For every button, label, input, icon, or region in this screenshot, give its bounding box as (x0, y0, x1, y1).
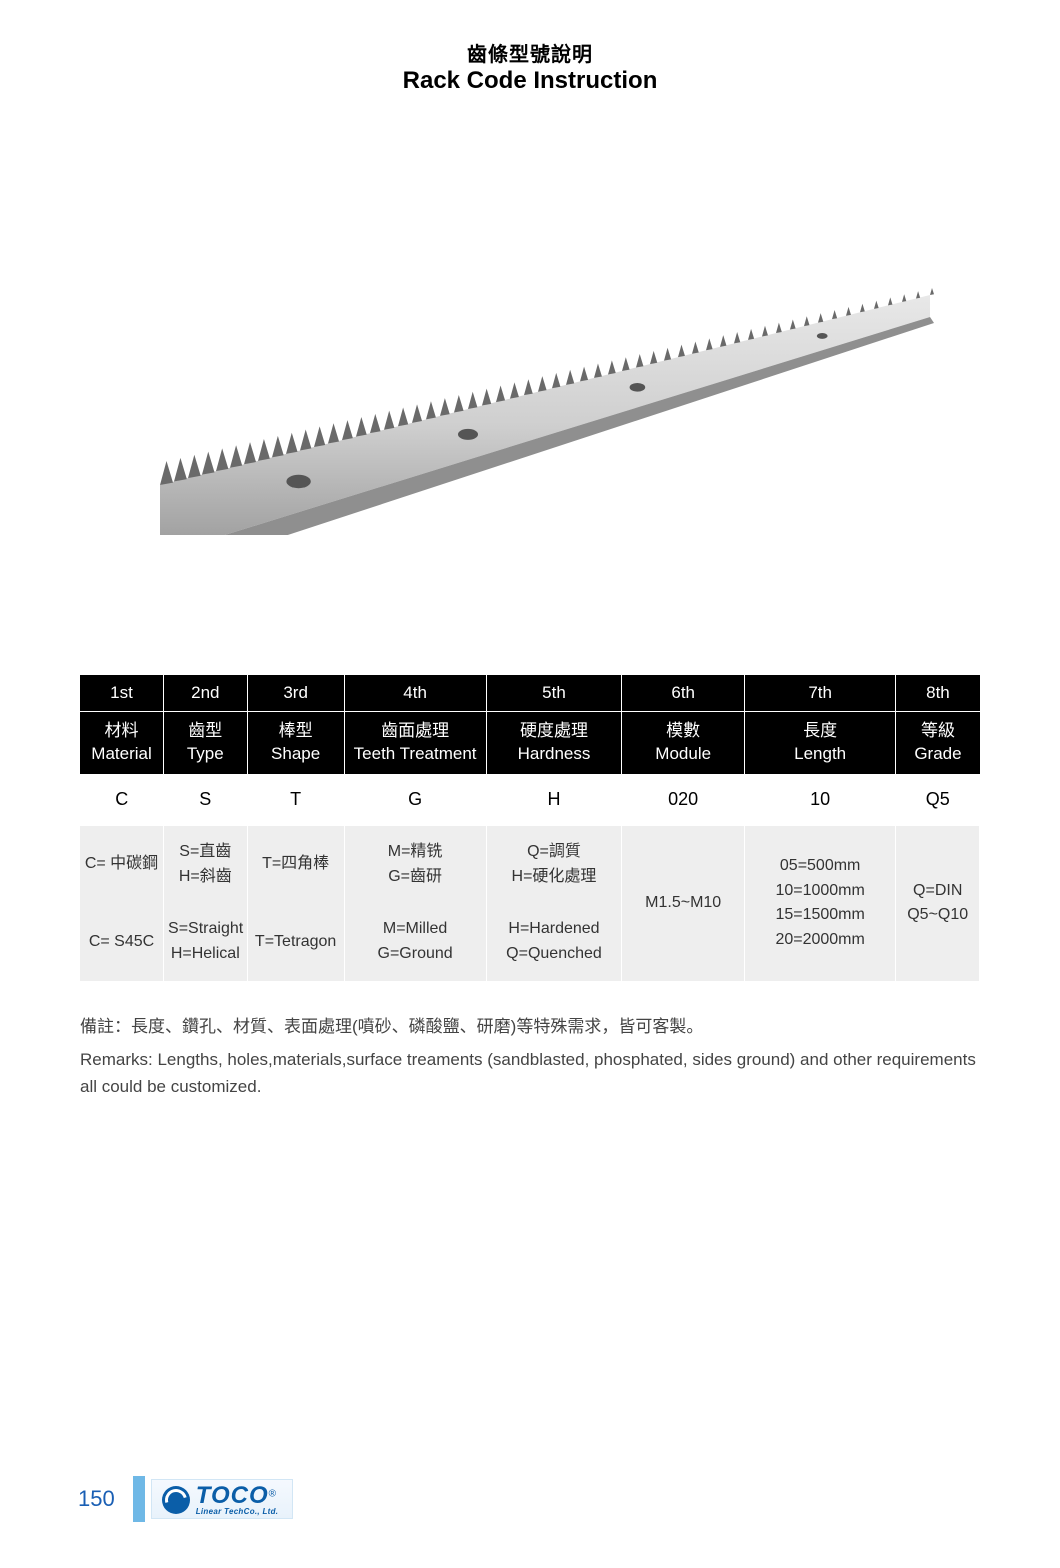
desc-cell: C= S45C (80, 903, 164, 981)
remarks-en: Remarks: Lengths, holes,materials,surfac… (80, 1046, 980, 1100)
desc-cell: M1.5~M10 (622, 826, 744, 981)
remarks-cn: 備註：長度、鑽孔、材質、表面處理(噴砂、磷酸鹽、研磨)等特殊需求，皆可客製。 (80, 1013, 980, 1040)
page-title: 齒條型號說明 Rack Code Instruction (80, 38, 980, 95)
logo-registered-icon: ® (269, 1489, 276, 1500)
desc-cell: S=直齒H=斜齒 (164, 826, 248, 904)
position-header: 6th (622, 675, 744, 712)
column-label: 齒面處理Teeth Treatment (344, 712, 486, 774)
position-header: 4th (344, 675, 486, 712)
title-en: Rack Code Instruction (80, 67, 980, 95)
position-header: 8th (896, 675, 980, 712)
example-cell: H (486, 774, 622, 826)
column-label: 硬度處理Hardness (486, 712, 622, 774)
logo-main-text: TOCO (196, 1482, 269, 1509)
column-label: 模數Module (622, 712, 744, 774)
desc-cell: M=MilledG=Ground (344, 903, 486, 981)
position-header: 3rd (247, 675, 344, 712)
column-label: 長度Length (744, 712, 896, 774)
desc-cell: S=StraightH=Helical (164, 903, 248, 981)
position-header: 7th (744, 675, 896, 712)
logo-icon (162, 1486, 190, 1514)
logo-sub-text: Linear TechCo., Ltd. (196, 1508, 279, 1516)
example-cell: G (344, 774, 486, 826)
desc-cell: H=HardenedQ=Quenched (486, 903, 622, 981)
example-cell: C (80, 774, 164, 826)
position-row: 1st2nd3rd4th5th6th7th8th (80, 675, 980, 712)
column-label: 材料Material (80, 712, 164, 774)
example-cell: T (247, 774, 344, 826)
desc-cell: T=四角棒 (247, 826, 344, 904)
label-row: 材料Material齒型Type棒型Shape齒面處理Teeth Treatme… (80, 712, 980, 774)
remarks-block: 備註：長度、鑽孔、材質、表面處理(噴砂、磷酸鹽、研磨)等特殊需求，皆可客製。 R… (80, 1013, 980, 1101)
page-footer: 150 TOCO® Linear TechCo., Ltd. (0, 1476, 1060, 1522)
footer-accent-bar (133, 1476, 145, 1522)
example-row: CSTGH02010Q5 (80, 774, 980, 826)
page-number: 150 (78, 1486, 115, 1512)
rack-svg (100, 195, 960, 535)
brand-logo: TOCO® Linear TechCo., Ltd. (151, 1479, 294, 1519)
desc-cell: 05=500mm10=1000mm15=1500mm20=2000mm (744, 826, 896, 981)
position-header: 1st (80, 675, 164, 712)
desc-cell: C= 中碳鋼 (80, 826, 164, 904)
desc-cell: T=Tetragon (247, 903, 344, 981)
position-header: 2nd (164, 675, 248, 712)
desc-cell: M=精铣G=齒研 (344, 826, 486, 904)
column-label: 等級Grade (896, 712, 980, 774)
desc-cell: Q=DINQ5~Q10 (896, 826, 980, 981)
example-cell: 10 (744, 774, 896, 826)
column-label: 棒型Shape (247, 712, 344, 774)
desc-cell: Q=調質H=硬化處理 (486, 826, 622, 904)
code-instruction-table: 1st2nd3rd4th5th6th7th8th 材料Material齒型Typ… (80, 675, 980, 981)
example-cell: S (164, 774, 248, 826)
desc-cn-row: C= 中碳鋼S=直齒H=斜齒T=四角棒M=精铣G=齒研Q=調質H=硬化處理M1.… (80, 826, 980, 904)
column-label: 齒型Type (164, 712, 248, 774)
title-cn: 齒條型號說明 (80, 38, 980, 67)
rack-product-image (80, 135, 980, 595)
example-cell: Q5 (896, 774, 980, 826)
position-header: 5th (486, 675, 622, 712)
example-cell: 020 (622, 774, 744, 826)
